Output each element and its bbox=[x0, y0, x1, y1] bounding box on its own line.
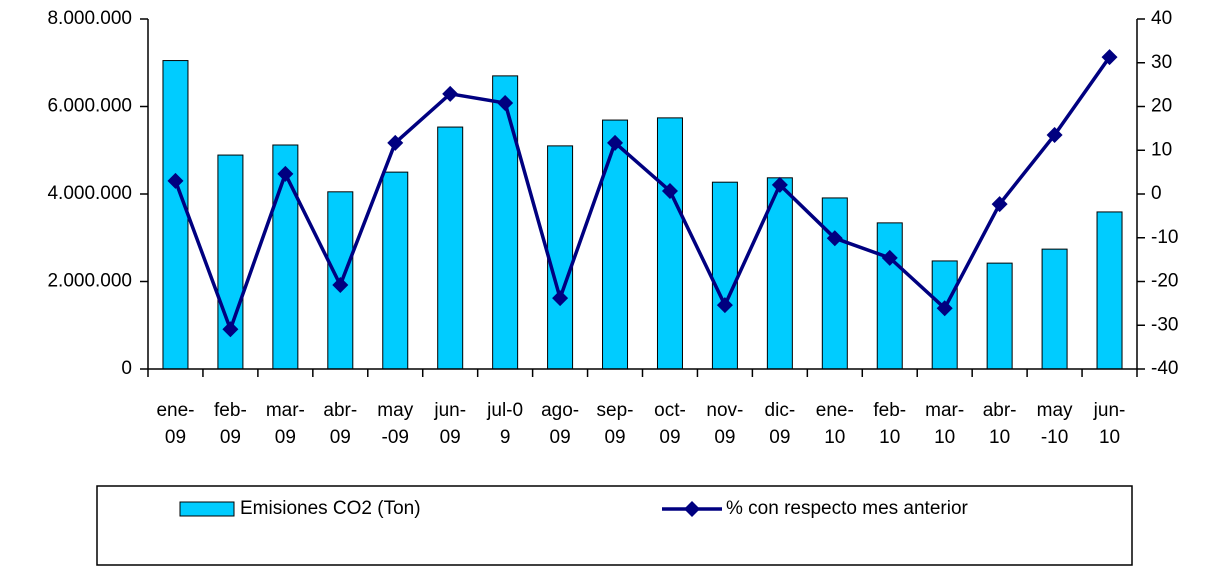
y2-tick-label: -20 bbox=[1151, 271, 1178, 292]
y-tick-label: 4.000.000 bbox=[47, 183, 132, 204]
y2-tick-label: -10 bbox=[1151, 227, 1178, 248]
x-tick-label: jul-09 bbox=[487, 400, 524, 448]
marker bbox=[881, 249, 898, 266]
y2-tick-label: -40 bbox=[1151, 358, 1178, 379]
y-tick-label: 2.000.000 bbox=[47, 271, 132, 292]
bar bbox=[876, 222, 903, 370]
y-tick-label: 8.000.000 bbox=[47, 8, 132, 29]
x-tick-label: nov-09 bbox=[706, 400, 744, 448]
y2-tick-label: 0 bbox=[1151, 183, 1162, 204]
y2-tick-label: -30 bbox=[1151, 314, 1178, 335]
bar bbox=[547, 145, 574, 370]
marker bbox=[1101, 49, 1118, 66]
bar bbox=[492, 75, 519, 370]
x-tick-label: oct-09 bbox=[654, 400, 686, 448]
x-tick-label: ago-09 bbox=[541, 400, 580, 448]
legend-label: Emisiones CO2 (Ton) bbox=[240, 498, 421, 519]
marker bbox=[387, 134, 404, 151]
x-tick-label: dic-09 bbox=[764, 400, 796, 448]
marker bbox=[716, 297, 733, 314]
bar bbox=[272, 144, 299, 370]
x-tick-label: jun-09 bbox=[434, 400, 467, 448]
bar bbox=[986, 262, 1013, 370]
legend-swatch bbox=[179, 501, 235, 517]
bar bbox=[1041, 248, 1068, 370]
bar bbox=[711, 181, 738, 370]
x-tick-label: abr-09 bbox=[323, 400, 358, 448]
y2-tick-label: 30 bbox=[1151, 52, 1172, 73]
marker bbox=[826, 230, 843, 247]
marker bbox=[1046, 126, 1063, 143]
x-tick-label: ene-10 bbox=[815, 400, 854, 448]
bar bbox=[382, 171, 409, 370]
bar bbox=[656, 117, 683, 370]
line bbox=[173, 56, 1111, 335]
legend-marker bbox=[684, 501, 700, 517]
bar bbox=[821, 197, 848, 370]
x-tick-label: ene-09 bbox=[156, 400, 195, 448]
x-tick-label: abr-10 bbox=[982, 400, 1017, 448]
marker bbox=[442, 85, 459, 102]
x-tick-label: feb-09 bbox=[214, 400, 247, 448]
marker bbox=[771, 176, 788, 193]
y2-tick-label: 10 bbox=[1151, 139, 1172, 160]
bar bbox=[437, 126, 464, 370]
marker bbox=[661, 182, 678, 199]
bar bbox=[1096, 211, 1123, 370]
marker bbox=[607, 134, 624, 151]
x-tick-label: may-09 bbox=[377, 400, 414, 448]
marker bbox=[332, 277, 349, 293]
x-tick-label: jun-10 bbox=[1093, 400, 1126, 448]
y-tick-label: 0 bbox=[121, 358, 132, 379]
marker bbox=[222, 321, 239, 338]
x-tick-label: mar-09 bbox=[265, 400, 305, 448]
x-tick-label: feb-10 bbox=[873, 400, 907, 448]
x-tick-label: mar-10 bbox=[925, 400, 965, 448]
x-tick-label: sep-09 bbox=[596, 400, 634, 448]
y-tick-label: 6.000.000 bbox=[47, 96, 132, 117]
legend-label: % con respecto mes anterior bbox=[726, 498, 969, 519]
marker bbox=[552, 290, 569, 307]
legend-box bbox=[96, 485, 1133, 566]
y2-tick-label: 40 bbox=[1151, 8, 1172, 29]
marker bbox=[497, 95, 514, 111]
marker bbox=[277, 165, 294, 182]
marker bbox=[991, 196, 1008, 213]
x-tick-label: may-10 bbox=[1036, 400, 1073, 448]
bar bbox=[162, 60, 189, 370]
bar bbox=[602, 119, 629, 370]
marker bbox=[936, 300, 953, 317]
marker bbox=[167, 172, 184, 189]
y2-tick-label: 20 bbox=[1151, 96, 1172, 117]
